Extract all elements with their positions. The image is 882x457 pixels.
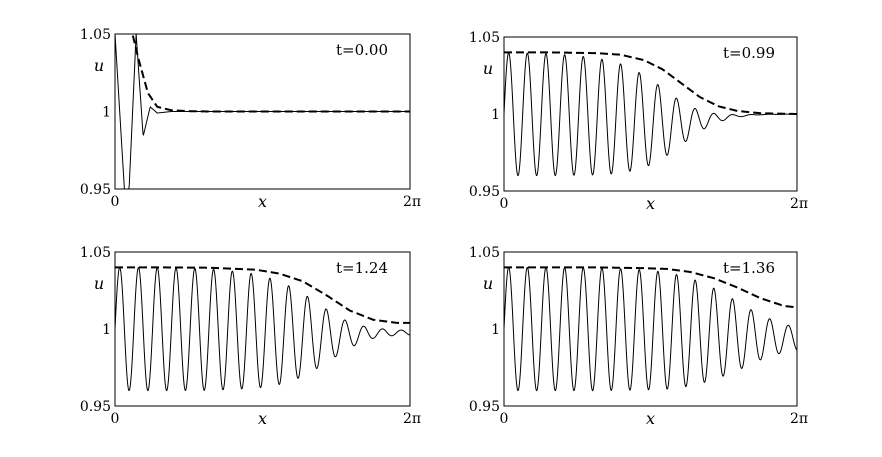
y-tick-label: 0.95 [469, 184, 500, 200]
y-tick-label: 1 [102, 322, 111, 338]
y-axis-label: u [483, 59, 493, 78]
y-tick-label: 0.95 [80, 399, 111, 415]
y-tick-label: 1 [491, 322, 500, 338]
y-tick-label: 0.95 [469, 399, 500, 415]
time-annotation: t=0.99 [723, 44, 775, 62]
x-tick-label: 2π [790, 196, 808, 212]
series-dashed-envelope [115, 266, 410, 324]
y-tick-label: 1.05 [469, 30, 500, 46]
y-tick-label: 0.95 [80, 182, 111, 198]
y-tick-label: 1 [491, 107, 500, 123]
y-tick-label: 1.05 [469, 245, 500, 261]
x-axis-label: x [646, 409, 655, 428]
time-annotation: t=1.24 [336, 259, 388, 277]
series-dashed-envelope [504, 51, 797, 115]
chart-panel-1: 0.95 1 1.05 0 2π x u t=0.99 [469, 30, 808, 213]
x-tick-label: 2π [403, 411, 421, 427]
series-solid-u [504, 266, 797, 392]
x-tick-label: 0 [500, 196, 509, 212]
x-axis-label: x [258, 192, 267, 211]
x-tick-label: 2π [790, 411, 808, 427]
x-tick-label: 2π [403, 194, 421, 210]
x-axis-label: x [258, 409, 267, 428]
x-tick-label: 0 [111, 194, 120, 210]
chart-panel-0: 0.95 1 1.05 0 2π x u t=0.00 [80, 27, 421, 211]
y-tick-label: 1.05 [80, 27, 111, 43]
y-tick-label: 1.05 [80, 245, 111, 261]
x-tick-label: 0 [500, 411, 509, 427]
y-axis-label: u [483, 274, 493, 293]
chart-panel-3: 0.95 1 1.05 0 2π x u t=1.36 [469, 245, 808, 428]
chart-panel-2: 0.95 1 1.05 0 2π x u t=1.24 [80, 245, 421, 428]
series-dashed-envelope [131, 35, 410, 113]
y-tick-label: 1 [102, 105, 111, 121]
time-annotation: t=1.36 [723, 259, 775, 277]
y-axis-label: u [94, 274, 104, 293]
time-annotation: t=0.00 [336, 41, 388, 59]
series-solid-u [504, 52, 797, 177]
x-axis-label: x [646, 194, 655, 213]
x-tick-label: 0 [111, 411, 120, 427]
y-axis-label: u [94, 56, 104, 75]
series-solid-u [115, 266, 410, 392]
series-dashed-envelope [504, 266, 797, 309]
